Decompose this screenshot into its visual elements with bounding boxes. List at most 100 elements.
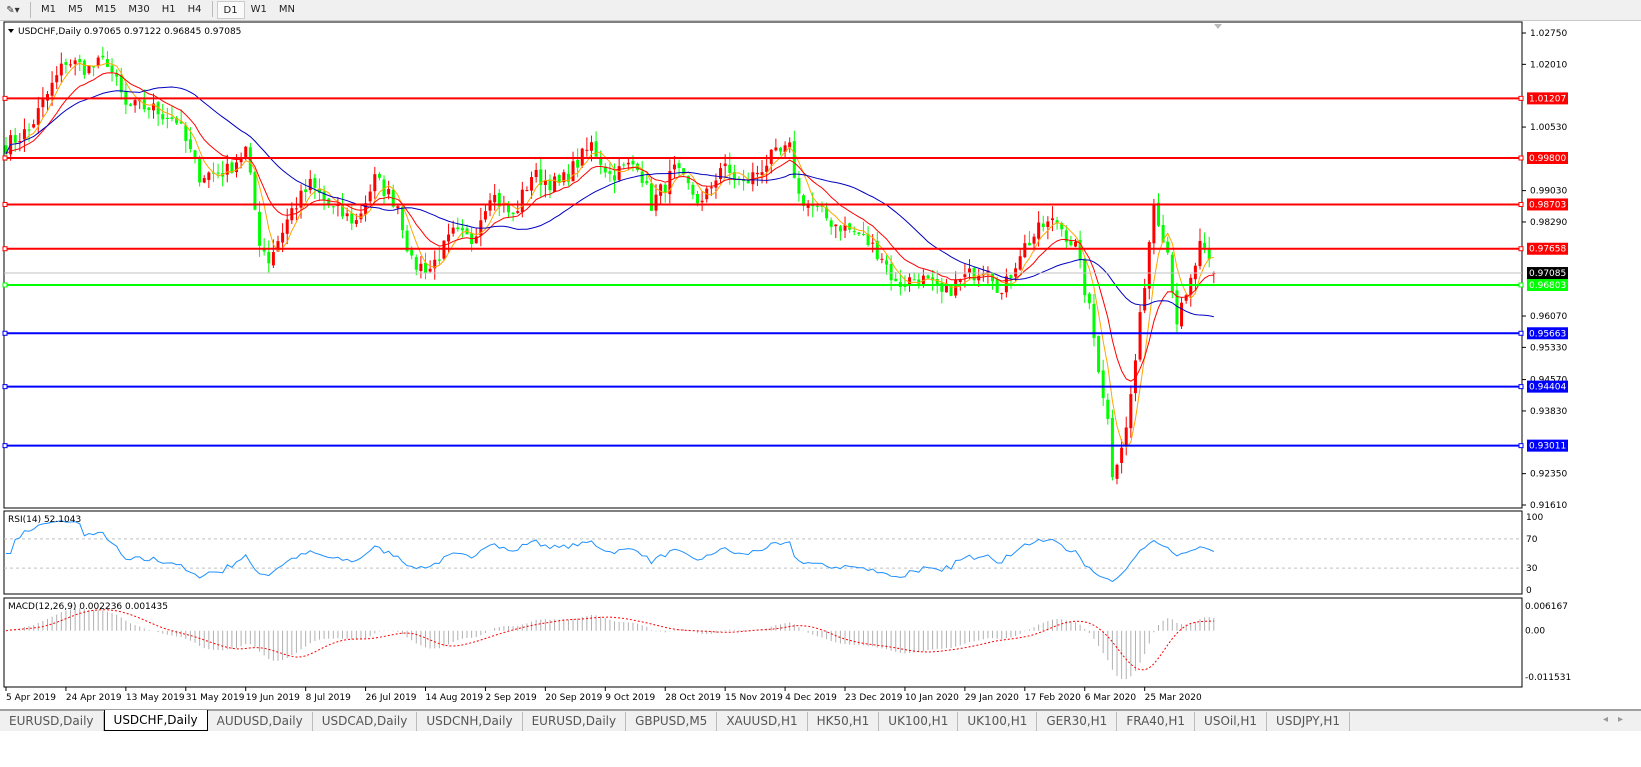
- chart-canvas[interactable]: 1.02750 1.02010 1.00530 0.99030 0.98290 0.960…: [0, 21, 1641, 709]
- timeframe-m1[interactable]: M1: [41, 4, 56, 15]
- line-tools-icon[interactable]: ✎▾: [6, 4, 20, 16]
- candle-body: [198, 157, 202, 183]
- candle-body: [1143, 288, 1147, 311]
- candle-body: [1097, 336, 1101, 373]
- horizontal-level[interactable]: 1.01207: [2, 92, 1568, 105]
- candle-body: [428, 268, 432, 272]
- candle: [1175, 282, 1179, 333]
- chart-tab[interactable]: USDCNH,Daily: [417, 712, 523, 731]
- horizontal-level[interactable]: 0.97658: [2, 242, 1568, 255]
- candle: [419, 256, 423, 279]
- candle: [539, 158, 543, 197]
- candle-body: [848, 223, 852, 230]
- candle: [709, 182, 713, 196]
- candle-body: [622, 164, 626, 166]
- tab-scroll-arrows-icon[interactable]: ◂▸: [1602, 714, 1633, 725]
- candle: [917, 273, 921, 289]
- candle: [769, 149, 773, 174]
- candle: [497, 189, 501, 217]
- candle-body: [871, 242, 875, 244]
- horizontal-level[interactable]: 0.98703: [2, 198, 1568, 211]
- candle-body: [1023, 243, 1027, 258]
- chart-tab[interactable]: HK50,H1: [808, 712, 880, 731]
- candle-body: [82, 60, 86, 75]
- timeframe-m30[interactable]: M30: [128, 4, 150, 15]
- candle-body: [456, 227, 460, 230]
- candle-body: [170, 117, 174, 119]
- level-handle: [2, 95, 8, 101]
- price-tick-label: 0.91610: [1530, 501, 1567, 511]
- candle-body: [553, 176, 557, 193]
- candle: [659, 183, 663, 204]
- candle-body: [156, 102, 160, 115]
- candle-body: [382, 179, 386, 196]
- candle: [45, 91, 49, 111]
- chart-window[interactable]: 1.02750 1.02010 1.00530 0.99030 0.98290 0.960…: [0, 21, 1641, 709]
- timeframe-w1[interactable]: W1: [250, 4, 267, 15]
- timeframe-m15[interactable]: M15: [95, 4, 117, 15]
- level-price-tag: [1527, 380, 1568, 393]
- candle: [373, 166, 377, 200]
- candle-body: [1050, 218, 1054, 221]
- candle-body: [723, 163, 727, 167]
- candle-body: [885, 260, 889, 265]
- chart-tab[interactable]: EURUSD,Daily: [523, 712, 627, 731]
- horizontal-level[interactable]: 0.94404: [2, 380, 1568, 393]
- chart-tab[interactable]: EURUSD,Daily: [0, 712, 104, 731]
- candle: [1101, 359, 1105, 406]
- candle: [553, 172, 557, 193]
- timeframe-h1[interactable]: H1: [161, 4, 176, 15]
- timeframe-h4[interactable]: H4: [187, 4, 202, 15]
- candle-body: [843, 225, 847, 231]
- candle: [258, 201, 262, 257]
- candle-body: [133, 100, 137, 106]
- candle: [1069, 235, 1073, 247]
- timeframe-d1[interactable]: D1: [216, 1, 245, 19]
- macd-tick-label: 0.006167: [1525, 602, 1568, 612]
- level-handle: [1518, 246, 1524, 252]
- candle-body: [636, 163, 640, 171]
- candle-body: [78, 59, 82, 63]
- horizontal-level[interactable]: 0.97085: [4, 267, 1568, 280]
- candle-body: [589, 142, 593, 151]
- candle: [797, 170, 801, 202]
- chart-tab[interactable]: USDCHF,Daily: [103, 710, 208, 731]
- chart-tab[interactable]: UK100,H1: [879, 712, 959, 731]
- candle-body: [115, 73, 119, 77]
- horizontal-level[interactable]: 0.95663: [2, 327, 1568, 340]
- chart-tab[interactable]: USDCAD,Daily: [313, 712, 418, 731]
- chart-header: USDCHF,Daily 0.97065 0.97122 0.96845 0.9…: [18, 27, 241, 37]
- candle-body: [92, 66, 96, 68]
- chart-tab[interactable]: UK100,H1: [958, 712, 1038, 731]
- candle-body: [926, 275, 930, 279]
- candle: [267, 240, 271, 274]
- horizontal-level[interactable]: 0.93011: [2, 439, 1568, 452]
- chart-shift-marker-icon: [1214, 24, 1222, 29]
- chart-tab[interactable]: USOil,H1: [1195, 712, 1268, 731]
- chart-tab[interactable]: XAUUSD,H1: [717, 712, 808, 731]
- candle: [935, 270, 939, 294]
- level-handle: [2, 330, 8, 336]
- chart-tab[interactable]: GBPUSD,M5: [626, 712, 718, 731]
- candle-body: [534, 169, 538, 178]
- candle: [788, 137, 792, 153]
- candle-body: [520, 189, 524, 212]
- horizontal-level[interactable]: 0.99800: [2, 151, 1568, 164]
- timeframe-list: M1 M5 M15 M30 H1 H4 D1 W1 MN: [35, 1, 301, 19]
- candle-body: [1203, 242, 1207, 248]
- timeframe-mn[interactable]: MN: [278, 4, 295, 15]
- chart-tab[interactable]: USDJPY,H1: [1267, 712, 1351, 731]
- candle-body: [806, 203, 810, 208]
- candle-body: [866, 234, 870, 246]
- timeframe-m5[interactable]: M5: [68, 4, 83, 15]
- candle-body: [566, 173, 570, 182]
- candle: [147, 106, 151, 119]
- candle: [304, 179, 308, 202]
- chart-tab[interactable]: AUDUSD,Daily: [208, 712, 313, 731]
- candle: [654, 184, 658, 217]
- horizontal-level[interactable]: 0.96803: [2, 278, 1568, 291]
- chart-tab[interactable]: FRA40,H1: [1117, 712, 1196, 731]
- candle-body: [69, 64, 73, 66]
- date-label: 23 Dec 2019: [845, 693, 903, 703]
- chart-tab[interactable]: GER30,H1: [1037, 712, 1118, 731]
